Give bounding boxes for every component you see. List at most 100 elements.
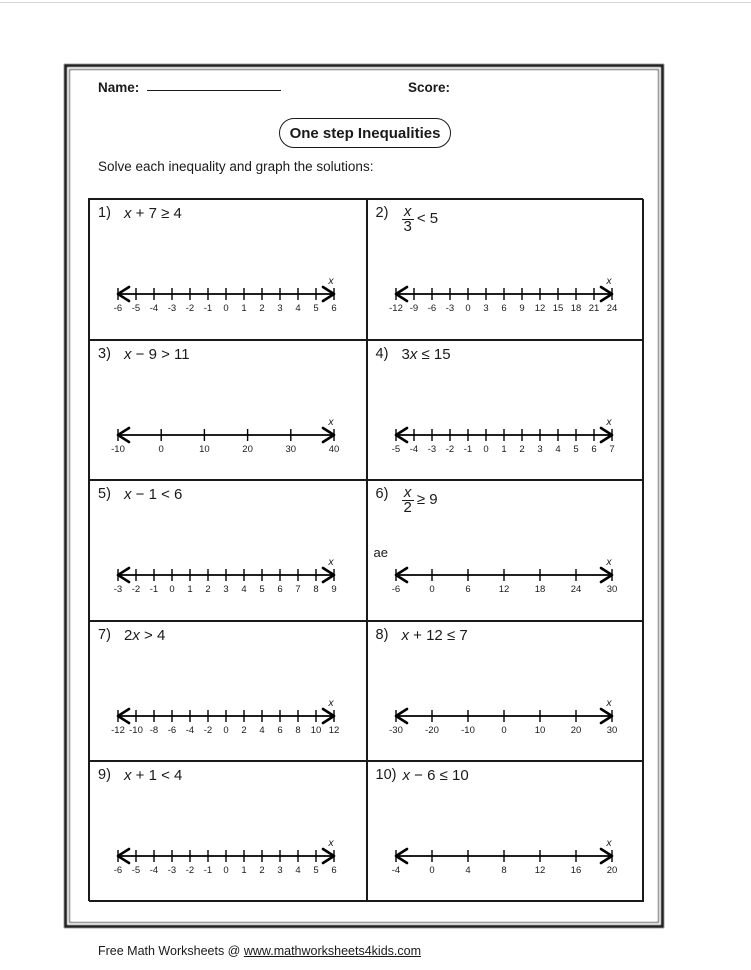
- svg-text:5: 5: [313, 865, 318, 876]
- svg-text:-2: -2: [186, 303, 194, 314]
- svg-text:-1: -1: [204, 865, 212, 876]
- svg-text:12: 12: [498, 584, 509, 595]
- svg-text:-12: -12: [111, 725, 125, 736]
- svg-text:x: x: [605, 698, 612, 709]
- svg-text:-4: -4: [186, 725, 194, 736]
- svg-text:-6: -6: [427, 303, 435, 314]
- svg-text:-3: -3: [445, 303, 453, 314]
- svg-text:24: 24: [570, 584, 581, 595]
- svg-text:6: 6: [277, 584, 282, 595]
- svg-text:-2: -2: [132, 584, 140, 595]
- svg-text:x: x: [327, 838, 334, 849]
- svg-text:6: 6: [591, 444, 596, 455]
- svg-text:0: 0: [223, 865, 228, 876]
- svg-text:7: 7: [609, 444, 614, 455]
- svg-text:3: 3: [537, 444, 542, 455]
- svg-text:4: 4: [295, 865, 300, 876]
- svg-text:4: 4: [465, 865, 470, 876]
- svg-text:15: 15: [552, 303, 563, 314]
- svg-text:-6: -6: [114, 865, 122, 876]
- svg-text:0: 0: [223, 303, 228, 314]
- svg-text:-2: -2: [204, 725, 212, 736]
- svg-text:6: 6: [277, 725, 282, 736]
- svg-text:1: 1: [187, 584, 192, 595]
- svg-text:-3: -3: [168, 303, 176, 314]
- svg-text:6: 6: [331, 865, 336, 876]
- svg-text:0: 0: [429, 584, 434, 595]
- svg-text:8: 8: [501, 865, 506, 876]
- svg-text:18: 18: [534, 584, 545, 595]
- svg-text:0: 0: [429, 865, 434, 876]
- svg-text:2: 2: [259, 303, 264, 314]
- svg-text:x: x: [605, 557, 612, 568]
- svg-text:0: 0: [501, 725, 506, 736]
- svg-text:30: 30: [606, 725, 617, 736]
- svg-text:-10: -10: [129, 725, 143, 736]
- svg-text:-10: -10: [461, 725, 475, 736]
- svg-text:4: 4: [259, 725, 264, 736]
- svg-text:x: x: [327, 698, 334, 709]
- svg-text:0: 0: [465, 303, 470, 314]
- svg-text:-5: -5: [132, 865, 140, 876]
- svg-text:-6: -6: [114, 303, 122, 314]
- svg-text:24: 24: [606, 303, 617, 314]
- svg-text:3: 3: [277, 303, 282, 314]
- svg-text:6: 6: [465, 584, 470, 595]
- svg-text:-1: -1: [204, 303, 212, 314]
- svg-text:4: 4: [241, 584, 246, 595]
- svg-text:5: 5: [573, 444, 578, 455]
- svg-text:-2: -2: [186, 865, 194, 876]
- svg-text:-4: -4: [150, 865, 158, 876]
- svg-text:12: 12: [534, 303, 545, 314]
- svg-text:9: 9: [519, 303, 524, 314]
- svg-text:x: x: [327, 417, 334, 428]
- svg-text:-4: -4: [391, 865, 399, 876]
- svg-text:-10: -10: [111, 444, 125, 455]
- svg-text:20: 20: [570, 725, 581, 736]
- svg-text:x: x: [327, 276, 334, 287]
- svg-text:8: 8: [313, 584, 318, 595]
- svg-text:21: 21: [588, 303, 599, 314]
- svg-text:1: 1: [241, 865, 246, 876]
- svg-text:0: 0: [223, 725, 228, 736]
- svg-text:x: x: [605, 417, 612, 428]
- svg-text:5: 5: [259, 584, 264, 595]
- svg-text:8: 8: [295, 725, 300, 736]
- svg-text:0: 0: [159, 444, 164, 455]
- svg-text:x: x: [605, 276, 612, 287]
- svg-text:1: 1: [241, 303, 246, 314]
- svg-text:30: 30: [286, 444, 297, 455]
- svg-text:3: 3: [277, 865, 282, 876]
- svg-text:40: 40: [329, 444, 340, 455]
- svg-text:-6: -6: [168, 725, 176, 736]
- svg-text:30: 30: [606, 584, 617, 595]
- svg-text:6: 6: [331, 303, 336, 314]
- svg-text:-3: -3: [168, 865, 176, 876]
- svg-text:10: 10: [534, 725, 545, 736]
- svg-text:9: 9: [331, 584, 336, 595]
- svg-text:7: 7: [295, 584, 300, 595]
- svg-text:x: x: [605, 838, 612, 849]
- svg-text:10: 10: [311, 725, 322, 736]
- svg-text:3: 3: [223, 584, 228, 595]
- svg-text:-1: -1: [150, 584, 158, 595]
- svg-text:-12: -12: [389, 303, 403, 314]
- svg-text:12: 12: [329, 725, 340, 736]
- svg-text:-3: -3: [427, 444, 435, 455]
- svg-text:1: 1: [501, 444, 506, 455]
- svg-text:-3: -3: [114, 584, 122, 595]
- svg-text:2: 2: [259, 865, 264, 876]
- svg-text:-5: -5: [132, 303, 140, 314]
- svg-text:2: 2: [519, 444, 524, 455]
- svg-text:0: 0: [169, 584, 174, 595]
- svg-text:3: 3: [483, 303, 488, 314]
- svg-text:-8: -8: [150, 725, 158, 736]
- svg-text:-5: -5: [391, 444, 399, 455]
- svg-text:10: 10: [199, 444, 210, 455]
- svg-text:16: 16: [570, 865, 581, 876]
- svg-text:5: 5: [313, 303, 318, 314]
- svg-text:20: 20: [242, 444, 253, 455]
- svg-text:-4: -4: [150, 303, 158, 314]
- svg-text:4: 4: [555, 444, 560, 455]
- svg-text:6: 6: [501, 303, 506, 314]
